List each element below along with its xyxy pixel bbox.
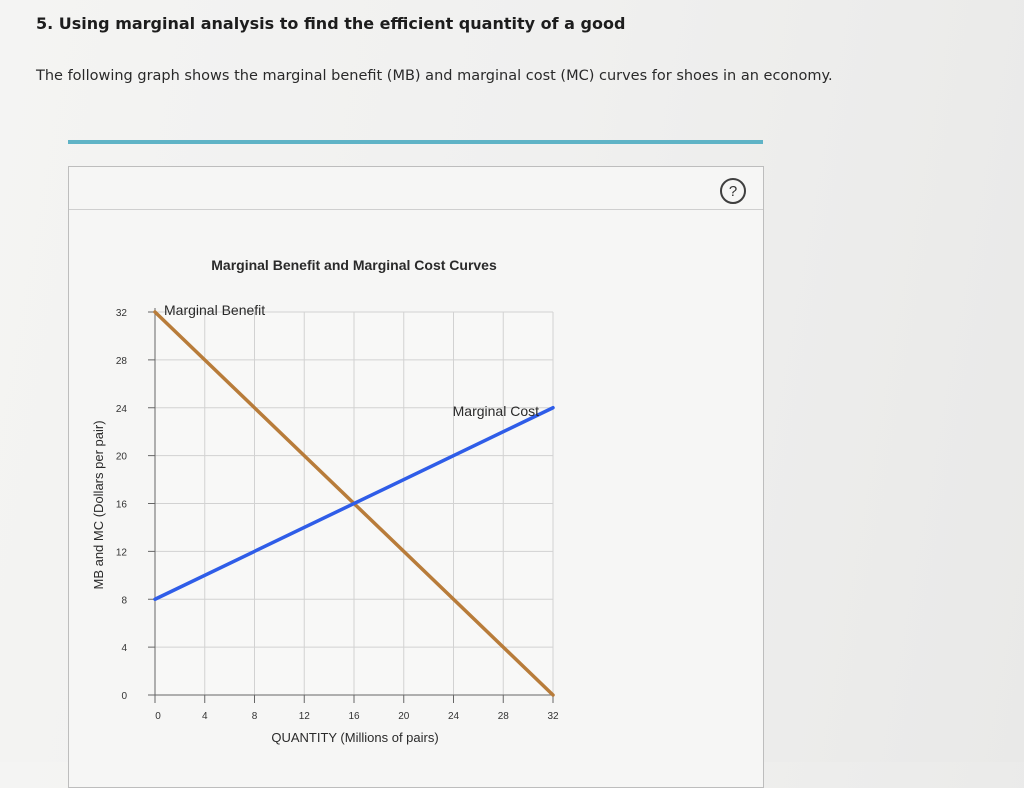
marginal-benefit-label: Marginal Benefit (164, 302, 265, 318)
y-tick-label: 20 (116, 452, 128, 463)
marginal-cost-label: Marginal Cost (453, 403, 539, 419)
panel-header (69, 167, 763, 210)
y-tick-label: 12 (116, 547, 128, 558)
y-tick-label: 4 (121, 643, 127, 654)
question-circle-icon: ? (728, 182, 738, 200)
x-tick-label: 24 (448, 711, 460, 722)
x-tick-label: 8 (252, 711, 258, 722)
x-tick-label: 20 (398, 711, 410, 722)
y-tick-label: 16 (116, 500, 128, 511)
y-tick-label: 28 (116, 356, 128, 367)
x-tick-label: 4 (202, 711, 208, 722)
chart[interactable]: 0 4 8 12 16 20 24 28 32 0 4 8 12 16 20 24 28 32 Marginal B… (0, 0, 1024, 762)
y-axis-label: MB and MC (Dollars per pair) (91, 420, 106, 589)
question-title: 5. Using marginal analysis to find the e… (36, 14, 626, 33)
section-divider (68, 140, 763, 144)
x-axis-label: QUANTITY (Millions of pairs) (271, 730, 438, 745)
x-tick-label: 32 (547, 711, 559, 722)
y-tick-label: 0 (121, 691, 127, 702)
x-tick-label: 12 (299, 711, 311, 722)
marginal-cost-curve[interactable] (153, 406, 555, 601)
x-tick-label: 28 (498, 711, 510, 722)
x-tick-label: 0 (155, 711, 161, 722)
help-button[interactable]: ? (720, 178, 746, 204)
chart-title: Marginal Benefit and Marginal Cost Curve… (211, 257, 497, 273)
y-tick-label: 8 (121, 595, 127, 606)
question-text: The following graph shows the marginal b… (36, 68, 833, 84)
y-tick-label: 24 (116, 404, 128, 415)
x-tick-label: 16 (348, 711, 360, 722)
y-tick-label: 32 (116, 308, 128, 319)
